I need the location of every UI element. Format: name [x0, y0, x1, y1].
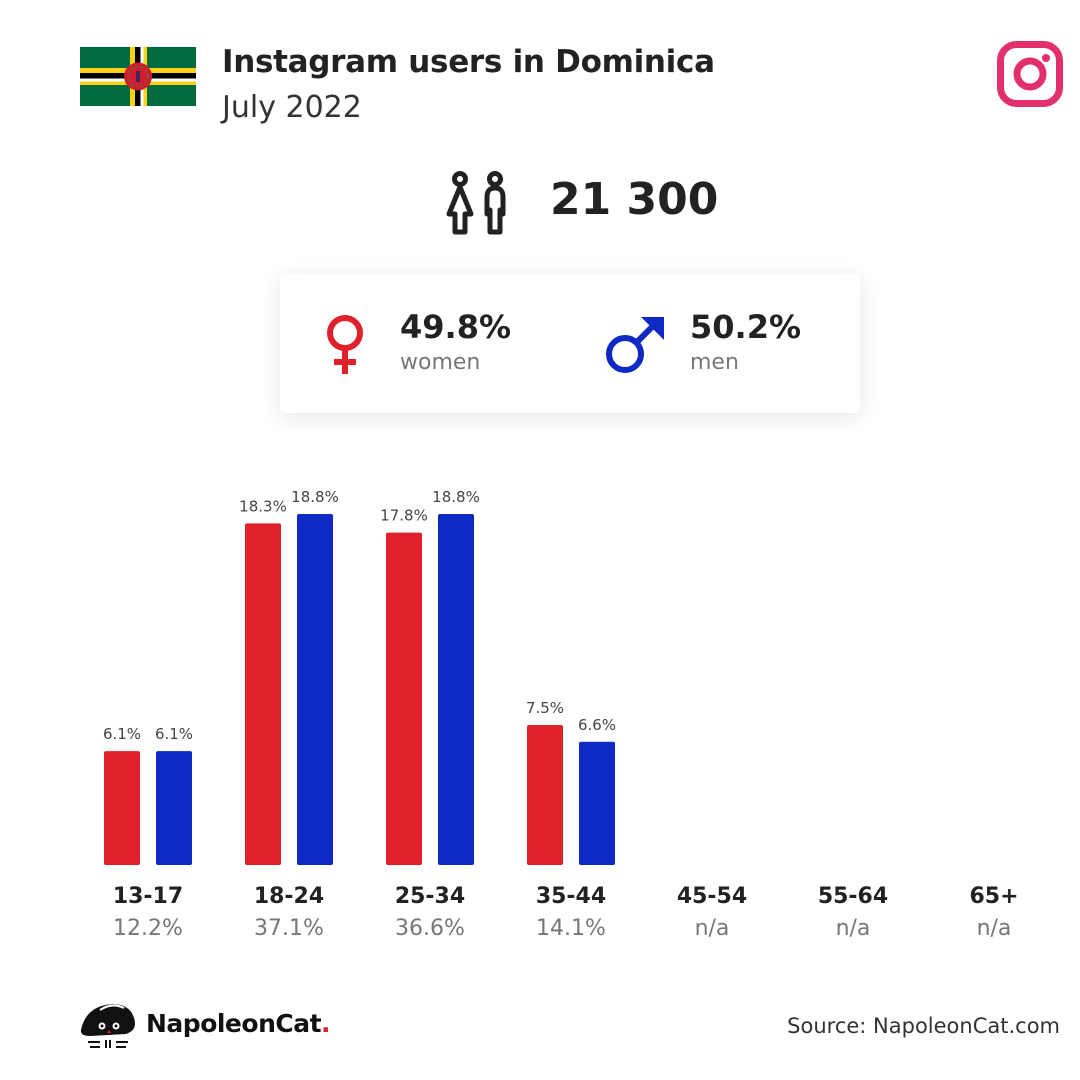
brand-name-text: NapoleonCat: [146, 1009, 322, 1038]
category-total-18-24: 37.1%: [254, 916, 324, 941]
bar-label-men-25-34: 18.8%: [432, 488, 480, 506]
category-label-55-64: 55-64: [817, 884, 889, 909]
bar-men-13-17: [156, 751, 192, 865]
bar-label-women-18-24: 18.3%: [239, 497, 287, 515]
men-percentage: 50.2%: [690, 308, 802, 346]
bar-women-25-34: [386, 532, 422, 865]
category-label-65+: 65+: [969, 884, 1019, 909]
dominica-flag-icon: [80, 47, 196, 106]
bar-label-men-35-44: 6.6%: [578, 716, 616, 734]
gender-split-card: 49.8% women 50.2% men: [280, 274, 860, 413]
men-label: men: [690, 350, 739, 375]
source-credit: Source: NapoleonCat.com: [787, 1014, 1060, 1038]
category-total-35-44: 14.1%: [536, 916, 606, 941]
female-icon: [327, 315, 363, 374]
page-title: Instagram users in Dominica: [222, 44, 715, 80]
bar-label-men-13-17: 6.1%: [155, 725, 193, 743]
bar-men-18-24: [297, 514, 333, 865]
category-label-13-17: 13-17: [112, 884, 184, 909]
page-subtitle: July 2022: [222, 90, 362, 125]
women-percentage: 49.8%: [400, 308, 512, 346]
brand-name: NapoleonCat.: [146, 1009, 331, 1038]
bar-men-35-44: [579, 741, 615, 865]
bar-women-13-17: [104, 751, 140, 865]
male-icon: [606, 316, 664, 373]
category-label-45-54: 45-54: [676, 884, 748, 909]
bar-label-women-13-17: 6.1%: [103, 725, 141, 743]
brand-dot: .: [321, 1009, 331, 1038]
bar-women-18-24: [245, 523, 281, 865]
users-icon: [446, 171, 506, 235]
category-label-25-34: 25-34: [394, 884, 466, 909]
bar-label-women-25-34: 17.8%: [380, 507, 428, 525]
category-total-45-54: n/a: [694, 916, 730, 941]
bar-women-35-44: [527, 724, 563, 865]
napoleoncat-logo: [80, 1004, 135, 1048]
category-label-35-44: 35-44: [535, 884, 607, 909]
category-total-55-64: n/a: [835, 916, 871, 941]
total-users-value: 21 300: [550, 174, 719, 225]
category-total-25-34: 36.6%: [395, 916, 465, 941]
women-label: women: [400, 350, 481, 375]
instagram-icon: [997, 41, 1063, 107]
category-total-13-17: 12.2%: [113, 916, 183, 941]
category-label-18-24: 18-24: [253, 884, 325, 909]
bar-label-women-35-44: 7.5%: [526, 699, 564, 717]
bar-men-25-34: [438, 514, 474, 865]
bar-label-men-18-24: 18.8%: [291, 488, 339, 506]
category-total-65+: n/a: [976, 916, 1012, 941]
